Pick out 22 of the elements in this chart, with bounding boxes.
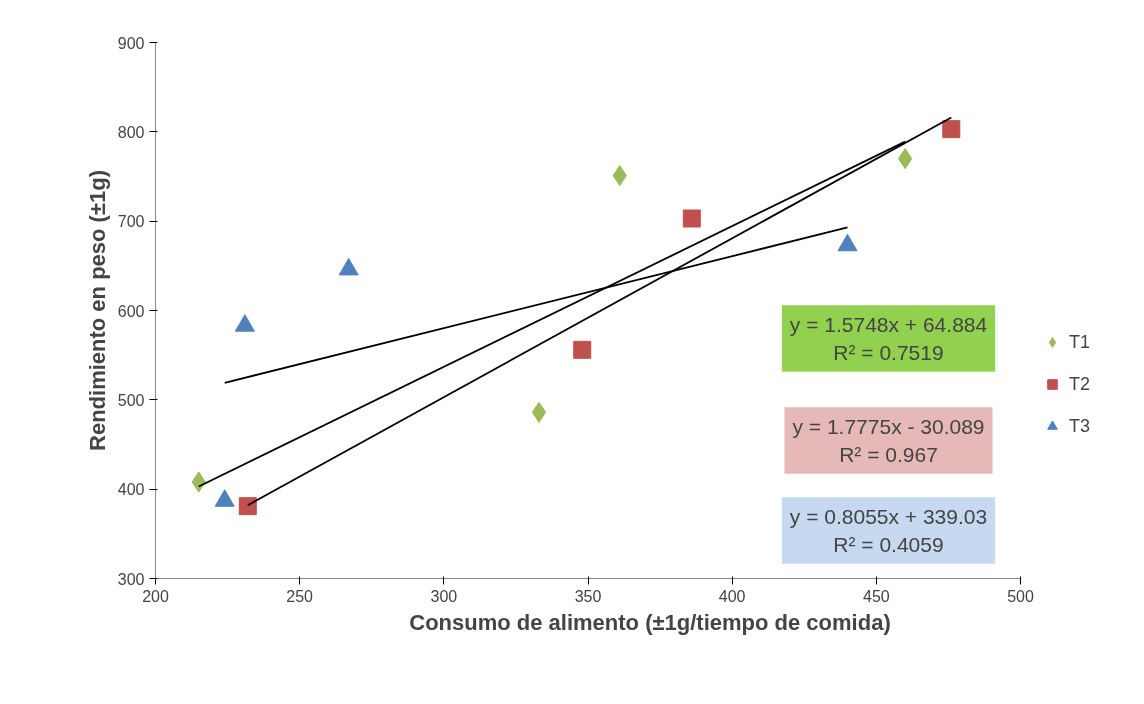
y-tick-label: 400: [117, 481, 145, 499]
annotation: y = 0.8055x + 339.03 R² = 0.4059: [789, 505, 988, 556]
x-tick-label: 200: [142, 587, 169, 605]
x-tick-label: 300: [430, 587, 458, 605]
x-tick-label: 450: [862, 587, 890, 605]
y-tick-label: 900: [117, 34, 145, 52]
y-axis-title: Rendimiento en peso (±1g): [84, 170, 110, 451]
y-tick-label: 300: [117, 570, 145, 588]
x-tick-label: 500: [1007, 587, 1034, 605]
x-tick-label: 400: [718, 587, 746, 605]
legend-label: T2: [1069, 373, 1091, 395]
legend-label: T1: [1069, 331, 1091, 353]
x-tick-label: 250: [286, 587, 314, 605]
x-axis-title: Consumo de alimento (±1g/tiempo de comida): [409, 609, 891, 635]
legend-label: T3: [1069, 415, 1091, 437]
annotation: y = 1.5748x + 64.884 R² = 0.7519: [789, 313, 988, 364]
y-tick-label: 700: [117, 213, 145, 231]
x-tick-label: 350: [574, 587, 602, 605]
y-tick-label: 500: [117, 391, 145, 409]
y-tick-label: 800: [117, 123, 145, 141]
y-tick-label: 600: [117, 302, 145, 320]
annotation: y = 1.7775x - 30.089 R² = 0.967: [792, 415, 985, 466]
